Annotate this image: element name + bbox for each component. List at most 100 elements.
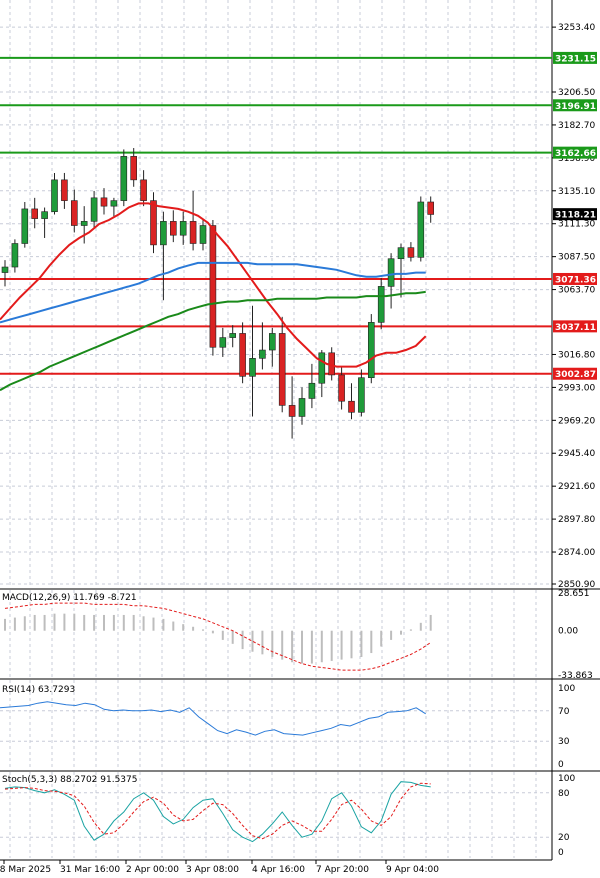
macd-label: MACD(12,26,9) 11.769 -8.721 (2, 593, 137, 603)
price-tick-label: 3016.80 (558, 350, 595, 360)
stoch-tick-label: 0 (558, 848, 564, 858)
candle-body (130, 156, 137, 181)
stoch-tick-label: 20 (558, 833, 570, 843)
candle-body (120, 156, 128, 201)
candle-body (80, 221, 88, 226)
price-tick-label: 2850.90 (558, 580, 595, 590)
price-tick-label: 3158.90 (558, 154, 595, 164)
candle-body (358, 377, 365, 413)
level-price-label: 3002.87 (555, 370, 596, 380)
level-price-box (553, 99, 597, 112)
macd-tick-label: 0.00 (558, 627, 578, 637)
level-price-box (553, 272, 597, 285)
candle-body (209, 225, 217, 348)
stoch-d-line (4, 782, 431, 840)
level-price-box (553, 146, 597, 159)
price-tick-label: 3111.30 (558, 220, 595, 230)
macd-signal-line (4, 602, 431, 671)
level-price-box (553, 320, 597, 333)
candle-body (61, 179, 68, 201)
candle-body (189, 221, 197, 244)
candle-body (397, 247, 405, 260)
candle-body (219, 337, 227, 348)
candle-body (249, 358, 256, 377)
current-price-label: 3118.21 (555, 211, 596, 221)
stoch-tick-label: 100 (558, 774, 575, 784)
stoch-label: Stoch(5,3,3) 88.2702 91.5375 (2, 775, 137, 785)
price-tick-label: 2993.00 (558, 383, 595, 393)
candle-body (239, 333, 246, 377)
moving-average-line (0, 261, 426, 324)
moving-average-line (0, 290, 426, 392)
candle-body (427, 201, 435, 215)
price-tick-label: 3135.10 (558, 187, 595, 197)
price-tick-label: 3182.70 (558, 121, 595, 131)
rsi-tick-label: 100 (558, 684, 575, 694)
candle-body (170, 221, 177, 236)
candle-body (278, 333, 286, 406)
price-tick-label: 3253.40 (558, 23, 595, 33)
candle-body (268, 333, 276, 351)
macd-tick-label: -33.863 (558, 671, 593, 681)
time-tick-label: 28 Mar 2025 (0, 865, 51, 875)
time-tick-label: 7 Apr 20:00 (316, 865, 369, 875)
time-tick-label: 2 Apr 00:00 (126, 865, 179, 875)
candle-body (51, 179, 58, 212)
candle-body (199, 225, 207, 244)
rsi-label: RSI(14) 63.7293 (2, 685, 75, 695)
time-tick-label: 3 Apr 08:00 (186, 865, 239, 875)
stoch-k-line (4, 781, 431, 843)
macd-tick-label: 28.651 (558, 589, 590, 599)
candle-body (229, 333, 236, 338)
price-tick-label: 3206.50 (558, 88, 595, 98)
price-tick-label: 2874.00 (558, 548, 595, 558)
candle-body (150, 200, 157, 246)
current-price-box (553, 208, 597, 221)
candle-body (41, 211, 48, 219)
price-tick-label: 3063.70 (558, 286, 595, 296)
candle-body (417, 201, 425, 258)
level-price-box (553, 51, 597, 64)
candle-body (71, 200, 78, 226)
candle-body (338, 374, 345, 402)
price-tick-label: 2897.80 (558, 515, 595, 525)
moving-average-line (0, 202, 427, 368)
rsi-tick-label: 30 (558, 737, 570, 747)
candle-body (140, 179, 147, 201)
candle-body (367, 322, 375, 379)
candle-body (377, 286, 385, 323)
price-tick-label: 2921.60 (558, 482, 595, 492)
candle-body (348, 400, 355, 413)
candle-body (318, 352, 326, 384)
price-tick-label: 2969.20 (558, 416, 595, 426)
candle-body (90, 197, 98, 222)
candle-body (259, 349, 266, 359)
candle-body (110, 200, 118, 207)
candle-body (308, 382, 316, 399)
level-price-label: 3037.11 (555, 323, 596, 333)
price-tick-label: 2945.40 (558, 449, 595, 459)
candle-body (160, 221, 167, 246)
time-tick-label: 31 Mar 16:00 (60, 865, 120, 875)
time-tick-label: 9 Apr 04:00 (386, 865, 439, 875)
level-price-label: 3196.91 (555, 102, 596, 112)
candle-body (179, 221, 187, 236)
candle-body (387, 258, 395, 287)
level-price-label: 3231.15 (555, 54, 596, 64)
level-price-label: 3162.66 (555, 149, 596, 159)
level-price-label: 3071.36 (555, 275, 596, 285)
rsi-line (0, 701, 426, 736)
level-price-box (553, 367, 597, 380)
time-tick-label: 4 Apr 16:00 (252, 865, 305, 875)
candle-body (288, 405, 296, 417)
rsi-tick-label: 70 (558, 707, 570, 717)
stoch-tick-label: 80 (558, 789, 570, 799)
candle-body (298, 398, 306, 417)
candle-body (100, 197, 108, 207)
candle-body (31, 208, 39, 219)
candle-body (21, 208, 29, 244)
candle-body (407, 247, 415, 258)
price-tick-label: 3087.50 (558, 253, 595, 263)
rsi-tick-label: 0 (558, 760, 564, 770)
